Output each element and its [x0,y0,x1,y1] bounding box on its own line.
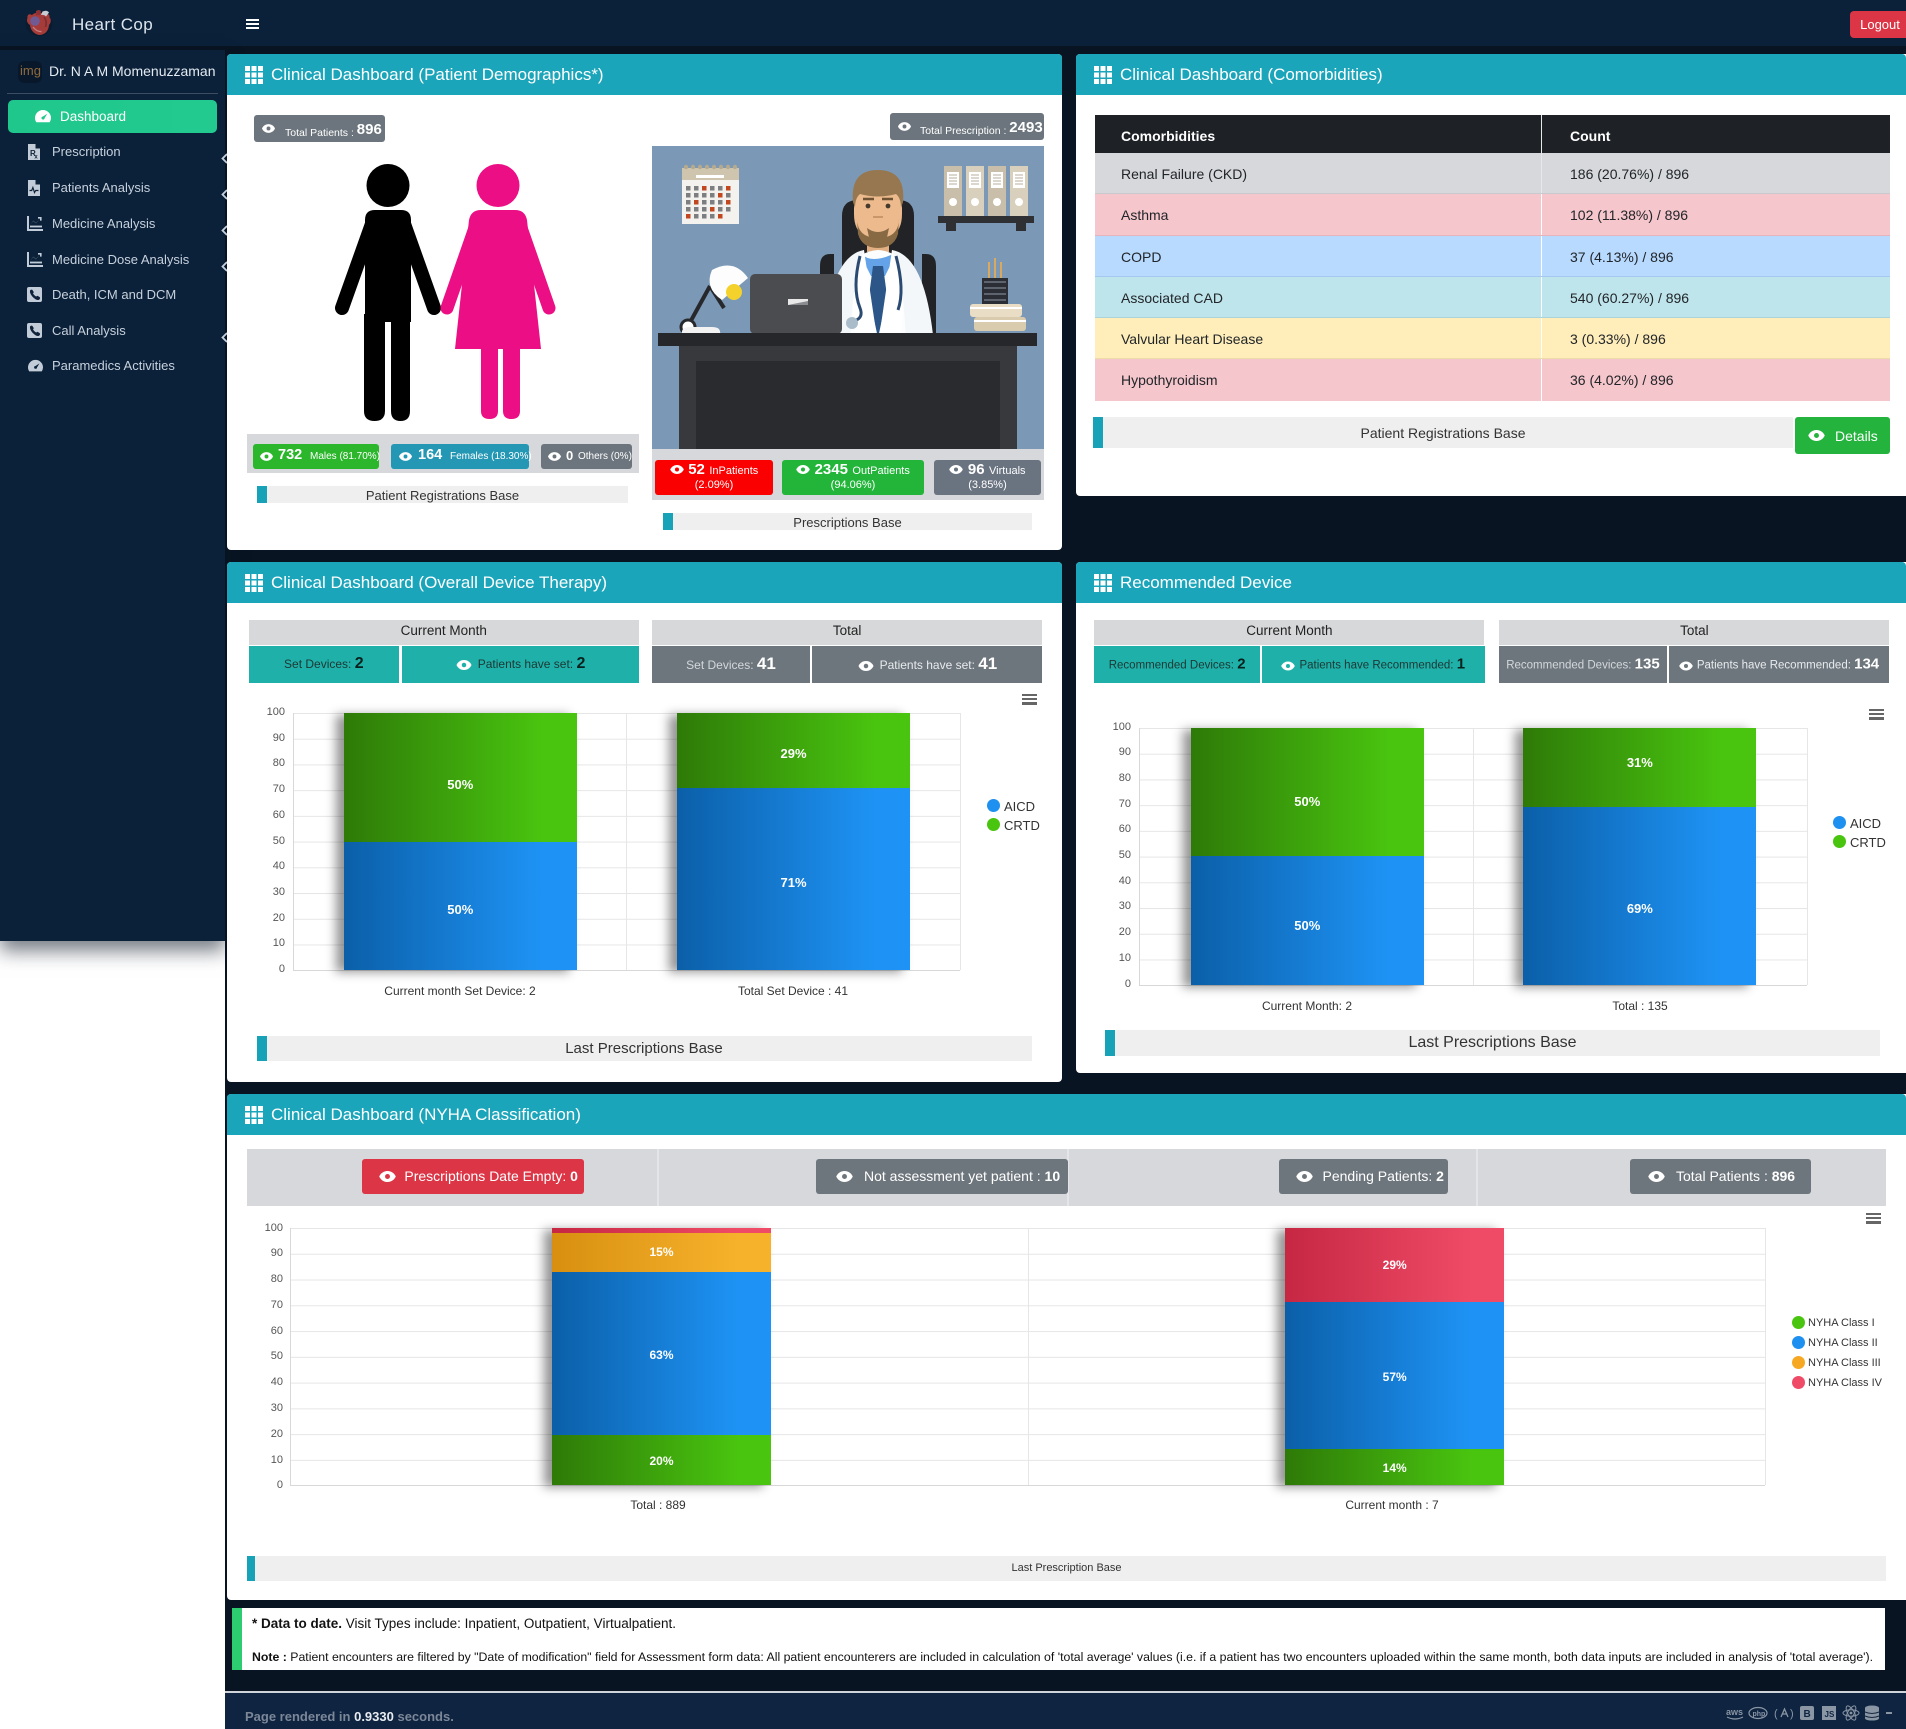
svg-text:R: R [30,149,36,158]
svg-text:php: php [1753,1711,1766,1718]
svg-text:B: B [1804,1709,1811,1720]
svg-text:aws: aws [1726,1707,1743,1717]
svg-text:x: x [34,154,38,160]
svg-text:JS: JS [1825,1710,1835,1719]
svg-text:): ) [1790,1708,1794,1720]
svg-text:(: ( [1774,1708,1778,1720]
